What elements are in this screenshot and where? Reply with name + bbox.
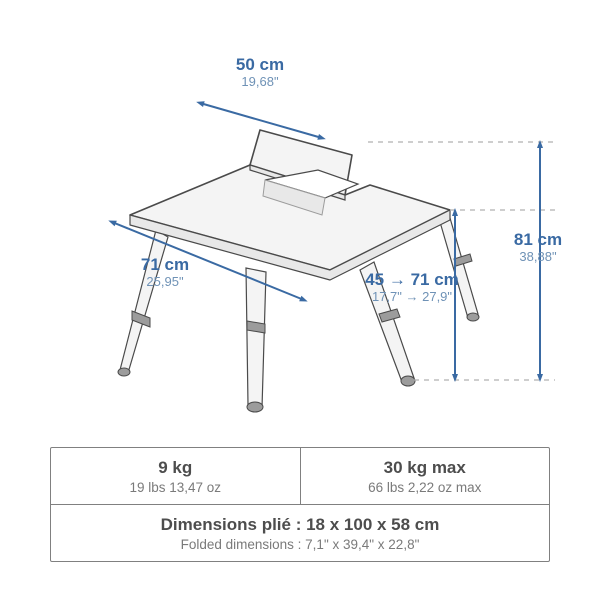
table-row: Dimensions plié : 18 x 100 x 58 cm Folde… [51,505,549,561]
diagram-stage: 50 cm 19,68" 71 cm 25,95" 45 → 71 cm 17,… [0,0,600,600]
spec-folded: Dimensions plié : 18 x 100 x 58 cm Folde… [51,505,549,561]
spec-capacity-secondary: 66 lbs 2,22 oz max [307,480,544,495]
spec-capacity-primary: 30 kg max [307,458,544,478]
spec-weight: 9 kg 19 lbs 13,47 oz [51,448,300,504]
spec-weight-secondary: 19 lbs 13,47 oz [57,480,294,495]
spec-capacity: 30 kg max 66 lbs 2,22 oz max [300,448,550,504]
spec-folded-secondary: Folded dimensions : 7,1" x 39,4" x 22,8" [57,537,543,552]
spec-folded-primary: Dimensions plié : 18 x 100 x 58 cm [57,515,543,535]
table-row: 9 kg 19 lbs 13,47 oz 30 kg max 66 lbs 2,… [51,448,549,505]
spec-weight-primary: 9 kg [57,458,294,478]
spec-table: 9 kg 19 lbs 13,47 oz 30 kg max 66 lbs 2,… [50,447,550,562]
